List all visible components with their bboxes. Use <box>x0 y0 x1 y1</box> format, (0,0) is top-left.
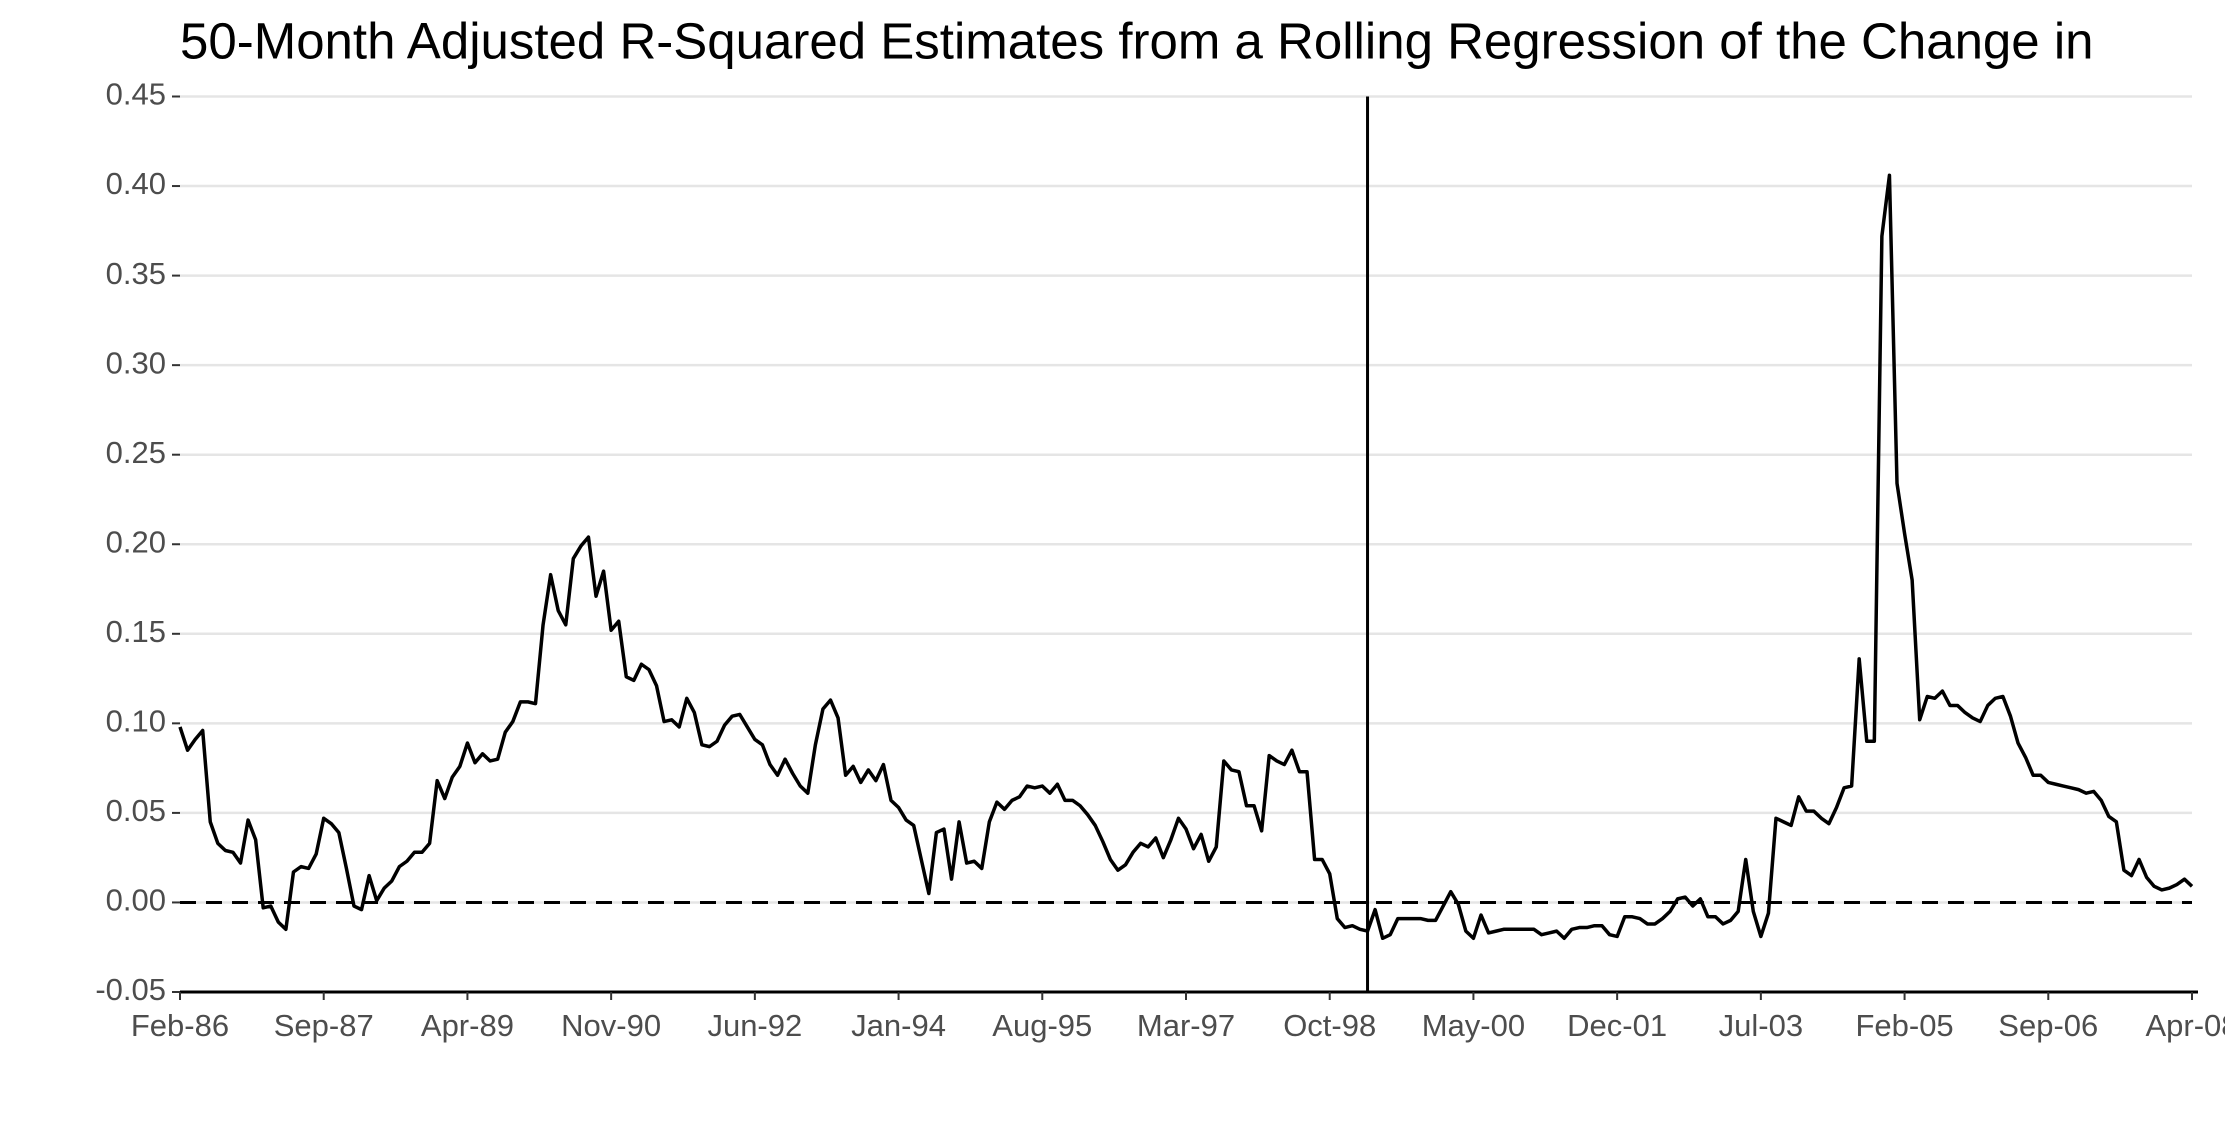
x-tick-label: Oct-98 <box>1283 1008 1376 1043</box>
data-line <box>178 173 2194 941</box>
y-tick-label: 0.05 <box>106 793 166 828</box>
y-tick-label: -0.05 <box>95 972 166 1007</box>
y-tick-label: 0.00 <box>106 883 166 918</box>
x-tick-label: Sep-87 <box>274 1008 374 1043</box>
x-tick-label: Feb-05 <box>1855 1008 1953 1043</box>
chart-title: 50-Month Adjusted R-Squared Estimates fr… <box>180 12 2094 69</box>
x-tick-label: Apr-89 <box>421 1008 514 1043</box>
y-tick-label: 0.25 <box>106 435 166 470</box>
x-tick-label: Jun-92 <box>707 1008 802 1043</box>
y-tick-label: 0.15 <box>106 614 166 649</box>
x-tick-label: Jan-94 <box>851 1008 946 1043</box>
y-tick-label: 0.20 <box>106 524 166 559</box>
x-tick-label: Aug-95 <box>992 1008 1092 1043</box>
x-tick-label: Sep-06 <box>1998 1008 2098 1043</box>
y-tick-label: 0.30 <box>106 345 166 380</box>
x-tick-label: Dec-01 <box>1567 1008 1667 1043</box>
y-tick-label: 0.45 <box>106 77 166 112</box>
y-tick-label: 0.10 <box>106 704 166 739</box>
x-tick-label: Jul-03 <box>1719 1008 1803 1043</box>
x-tick-label: Feb-86 <box>131 1008 229 1043</box>
x-tick-label: Mar-97 <box>1137 1008 1235 1043</box>
y-tick-label: 0.35 <box>106 256 166 291</box>
x-tick-label: Nov-90 <box>561 1008 661 1043</box>
x-tick-label: Apr-08 <box>2145 1008 2225 1043</box>
x-tick-label: May-00 <box>1422 1008 1525 1043</box>
y-tick-label: 0.40 <box>106 166 166 201</box>
